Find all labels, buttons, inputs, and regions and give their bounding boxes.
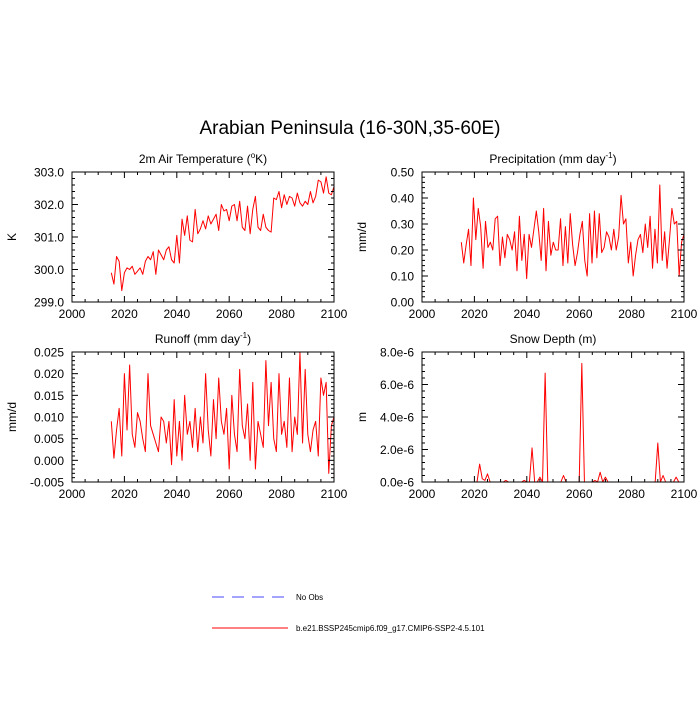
plot-frame-temperature <box>71 171 335 303</box>
plot-frame-snow-depth <box>421 351 685 483</box>
y-tick-label: 0.000 <box>34 454 64 468</box>
x-tick-label: 2040 <box>513 487 540 501</box>
x-tick-label: 2060 <box>216 307 243 321</box>
y-tick-label: 301.0 <box>34 231 64 245</box>
y-tick-label: 0.30 <box>391 218 415 232</box>
panel-title-superscript: -1 <box>605 151 613 160</box>
y-tick-label: -0.005 <box>30 476 64 490</box>
x-tick-label: 2020 <box>461 307 488 321</box>
x-tick-label: 2080 <box>618 307 645 321</box>
y-axis-label-runoff: mm/d <box>5 402 19 432</box>
panel-title-temperature: 2m Air Temperature (oK) <box>139 151 267 166</box>
x-tick-label: 2080 <box>268 307 295 321</box>
y-tick-label: 6.0e-6 <box>380 378 414 392</box>
x-tick-label: 2060 <box>566 487 593 501</box>
y-tick-label: 303.0 <box>34 166 64 180</box>
panel-title-snow-depth: Snow Depth (m) <box>510 332 597 346</box>
y-tick-label: 0.025 <box>34 346 64 360</box>
x-tick-label: 2080 <box>268 487 295 501</box>
panel-title-text: Precipitation (mm day <box>489 152 605 166</box>
x-tick-label: 2020 <box>111 307 138 321</box>
panel-precipitation: Precipitation (mm day-1) 2000 2020 2040 2060… <box>355 151 698 321</box>
x-tick-label: 2100 <box>671 487 698 501</box>
panel-title-text: 2m Air Temperature ( <box>139 152 251 166</box>
panel-title-suffix: ) <box>247 332 251 346</box>
panel-runoff: Runoff (mm day-1) 2000 2020 2040 2060 2080 210… <box>5 331 348 501</box>
y-axis-label-precipitation: mm/d <box>355 222 369 252</box>
y-tick-label: 0.0e-6 <box>380 476 414 490</box>
series-line-precipitation <box>460 184 685 280</box>
series-line-runoff <box>110 351 335 474</box>
y-tick-label: 2.0e-6 <box>380 443 414 457</box>
y-tick-label: 4.0e-6 <box>380 411 414 425</box>
y-tick-label: 300.0 <box>34 263 64 277</box>
panel-title-text: Snow Depth (m) <box>510 332 597 346</box>
y-tick-label: 8.0e-6 <box>380 346 414 360</box>
y-tick-label: 0.20 <box>391 244 415 258</box>
panel-title-suffix: K) <box>255 152 267 166</box>
y-axis-label-snow-depth: m <box>355 412 369 422</box>
x-tick-label: 2100 <box>321 307 348 321</box>
x-tick-label: 2060 <box>566 307 593 321</box>
legend: No Obs b.e21.BSSP245cmip6.f09_g17.CMIP6-… <box>212 593 485 633</box>
y-tick-label: 0.00 <box>391 296 415 310</box>
x-tick-label: 2000 <box>59 487 86 501</box>
y-tick-label: 0.005 <box>34 432 64 446</box>
y-tick-label: 0.40 <box>391 192 415 206</box>
y-tick-label: 302.0 <box>34 198 64 212</box>
x-tick-label: 2000 <box>409 487 436 501</box>
panel-title-suffix: ) <box>613 152 617 166</box>
panel-temperature: 2m Air Temperature (oK) 2000 2020 2040 2060 2… <box>5 151 348 321</box>
x-tick-label: 2100 <box>321 487 348 501</box>
x-tick-label: 2060 <box>216 487 243 501</box>
panel-title-text: Runoff (mm day <box>155 332 240 346</box>
series-line-temperature <box>110 176 335 292</box>
x-tick-label: 2020 <box>461 487 488 501</box>
plot-frame-precipitation <box>421 171 685 303</box>
x-tick-label: 2000 <box>59 307 86 321</box>
x-tick-label: 2040 <box>513 307 540 321</box>
panel-title-superscript: -1 <box>240 331 248 340</box>
y-tick-label: 0.020 <box>34 367 64 381</box>
y-axis-label-temperature: K <box>5 233 19 241</box>
x-tick-label: 2080 <box>618 487 645 501</box>
y-tick-label: 299.0 <box>34 296 64 310</box>
y-tick-label: 0.50 <box>391 166 415 180</box>
panel-title-precipitation: Precipitation (mm day-1) <box>489 151 616 166</box>
y-tick-label: 0.010 <box>34 411 64 425</box>
y-tick-label: 0.015 <box>34 389 64 403</box>
x-tick-label: 2040 <box>163 487 190 501</box>
panel-title-runoff: Runoff (mm day-1) <box>155 331 251 346</box>
panel-title-superscript: o <box>251 151 256 160</box>
series-line-snow-depth <box>461 362 684 483</box>
panel-snow-depth: Snow Depth (m) 2000 2020 2040 2060 2080 2100 0.… <box>355 332 698 501</box>
legend-label-model: b.e21.BSSP245cmip6.f09_g17.CMIP6-SSP2-4.… <box>296 624 485 633</box>
y-tick-label: 0.10 <box>391 270 415 284</box>
figure-title: Arabian Peninsula (16-30N,35-60E) <box>199 118 500 139</box>
x-tick-label: 2100 <box>671 307 698 321</box>
x-tick-label: 2040 <box>163 307 190 321</box>
x-tick-label: 2020 <box>111 487 138 501</box>
x-tick-label: 2000 <box>409 307 436 321</box>
legend-label-no-obs: No Obs <box>296 593 323 602</box>
